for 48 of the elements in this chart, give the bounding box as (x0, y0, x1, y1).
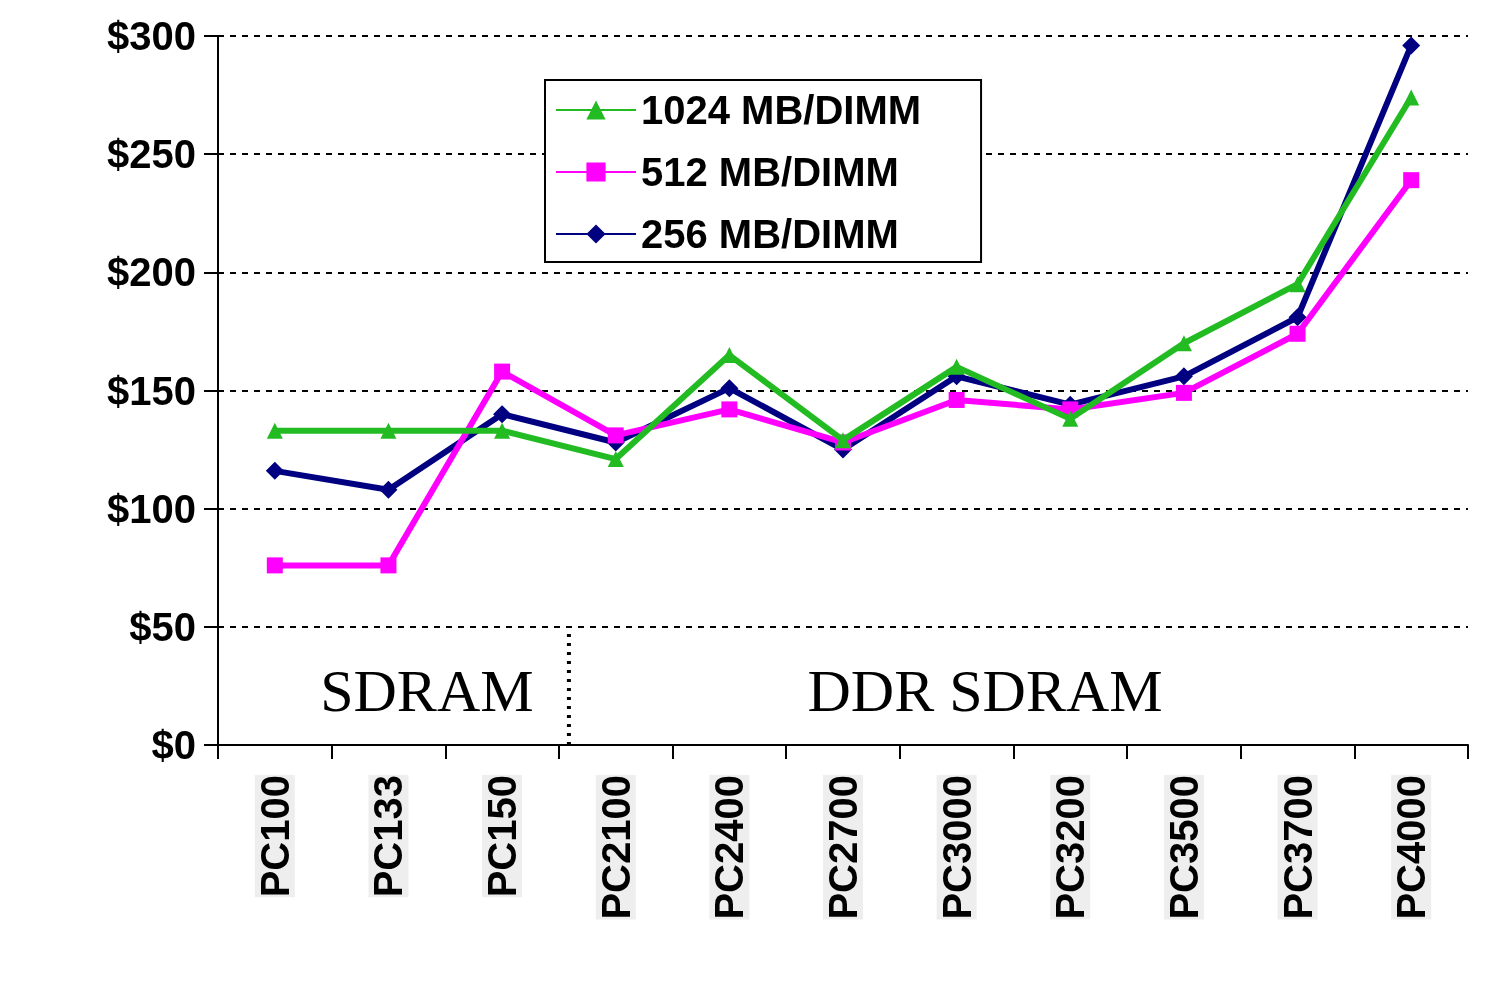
x-tick-label: PC3000 (934, 775, 979, 920)
y-tick-label: $300 (107, 14, 196, 58)
x-tick-label: PC3700 (1275, 775, 1320, 920)
annotation: SDRAM (320, 657, 534, 724)
legend-label: 512 MB/DIMM (641, 150, 899, 194)
x-tick-label: PC133 (366, 775, 411, 898)
point (948, 358, 965, 375)
point (1402, 36, 1421, 55)
legend-label: 1024 MB/DIMM (641, 88, 922, 132)
y-tick-label: $50 (129, 604, 196, 649)
point (721, 401, 738, 418)
point (1175, 384, 1192, 401)
x-tick-label: PC2700 (821, 775, 865, 920)
y-tick-label: $200 (107, 250, 196, 295)
y-tick-label: $150 (107, 368, 196, 413)
y-tick-label: $100 (107, 486, 196, 531)
point (379, 480, 398, 499)
point (266, 557, 283, 574)
point (1062, 410, 1079, 427)
legend-label: 256 MB/DIMM (641, 212, 899, 256)
point (380, 422, 397, 439)
x-tick-label: PC3500 (1161, 775, 1206, 920)
point (380, 557, 397, 574)
point (265, 461, 284, 480)
point (1289, 325, 1306, 342)
x-tick-label: PC150 (480, 775, 525, 898)
point (948, 391, 965, 408)
point (493, 405, 512, 424)
point (1175, 335, 1192, 352)
point (1403, 172, 1420, 189)
y-tick-label: $0 (151, 723, 196, 767)
point (1403, 89, 1420, 106)
point (266, 422, 283, 439)
x-tick-label: PC100 (252, 775, 297, 898)
point (1288, 308, 1307, 327)
annotation: DDR SDRAM (807, 657, 1163, 724)
point (494, 422, 511, 439)
x-tick-label: PC2400 (707, 775, 752, 920)
point (1289, 276, 1306, 293)
point (1174, 367, 1193, 386)
point (607, 451, 624, 468)
x-tick-label: PC3200 (1048, 775, 1093, 920)
point (607, 427, 624, 444)
point (720, 379, 739, 398)
x-tick-label: PC4000 (1389, 775, 1434, 920)
x-tick-label: PC2100 (593, 775, 638, 920)
y-tick-label: $250 (107, 132, 196, 177)
point (494, 363, 511, 380)
